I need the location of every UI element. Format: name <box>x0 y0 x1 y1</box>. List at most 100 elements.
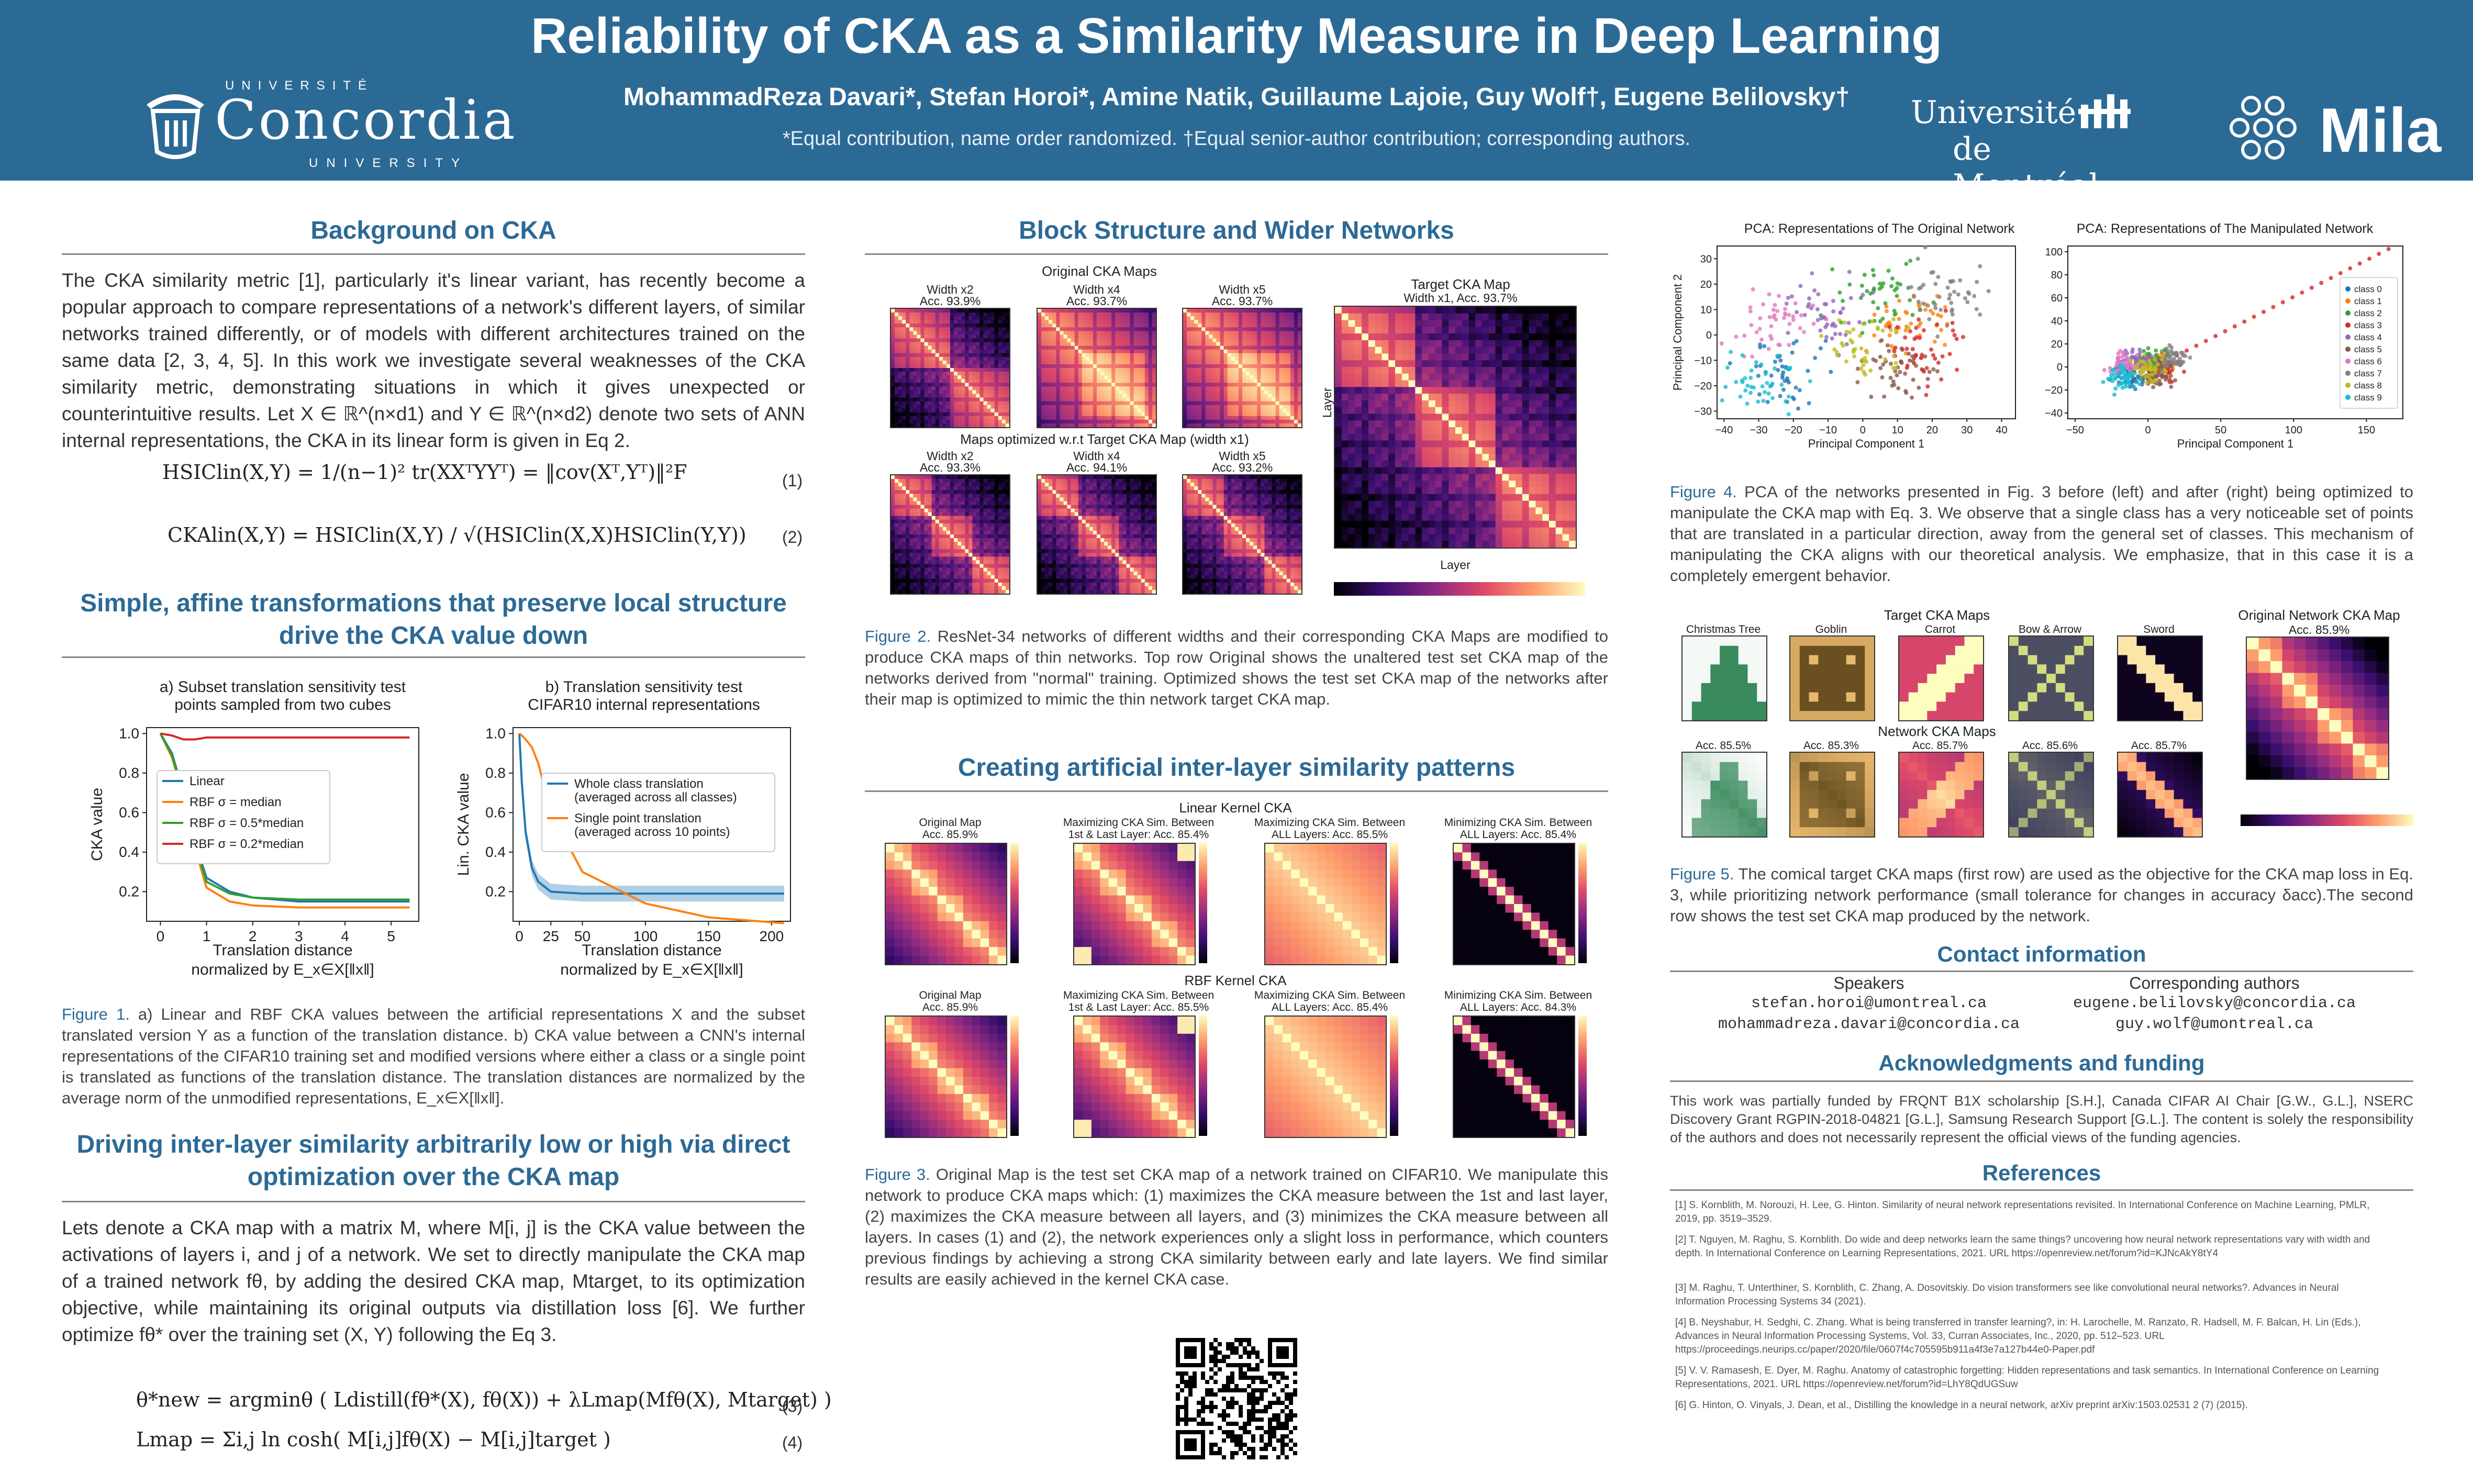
data-point <box>1956 292 1960 297</box>
data-point <box>1891 317 1896 321</box>
x-tick-label: 50 <box>574 928 591 944</box>
data-point <box>2167 343 2172 348</box>
y-tick-label: −10 <box>1694 355 1712 366</box>
figure-2-label: Figure 2. <box>865 627 931 645</box>
data-point <box>1881 281 1886 286</box>
corresponding-email-2[interactable]: guy.wolf@umontreal.ca <box>2115 1016 2314 1033</box>
data-point <box>1793 301 1798 306</box>
heatmap-image <box>2009 637 2093 720</box>
heatmap-image <box>1454 1017 1574 1137</box>
legend-label: class 8 <box>2354 381 2382 390</box>
speaker-email-1[interactable]: stefan.horoi@umontreal.ca <box>1751 995 1987 1012</box>
heatmap-image <box>1265 844 1386 964</box>
map-label-title: Maximizing CKA Sim. Between <box>1063 989 1215 1001</box>
corresponding-label: Corresponding authors <box>2129 974 2300 992</box>
data-point <box>1848 338 1853 343</box>
original-cka-map <box>1037 308 1157 428</box>
corresponding-email-1[interactable]: eugene.belilovsky@concordia.ca <box>2073 995 2356 1012</box>
x-tick-label: 50 <box>2215 425 2226 436</box>
data-point <box>1837 318 1842 322</box>
data-point <box>2132 384 2136 389</box>
data-point <box>1723 385 1728 389</box>
data-point <box>2153 374 2157 379</box>
heatmap-image <box>2247 638 2388 779</box>
data-point <box>1745 383 1750 388</box>
reference-item: [1] S. Kornblith, M. Norouzi, H. Lee, G.… <box>1675 1200 2370 1224</box>
data-point <box>2252 315 2256 319</box>
data-point <box>1812 288 1817 293</box>
data-point <box>1967 292 1971 296</box>
pca-right-xlabel: Principal Component 1 <box>2177 437 2294 450</box>
data-point <box>1939 377 1944 382</box>
equation-3: θ*new = argminθ ( Ldistill(fθ*(X), fθ(X)… <box>136 1388 832 1411</box>
data-point <box>1891 354 1896 359</box>
x-tick-label: 4 <box>341 928 349 944</box>
data-point <box>1914 335 1919 340</box>
data-point <box>1777 294 1781 298</box>
x-tick-label: 25 <box>543 928 559 944</box>
y-tick-label: 30 <box>1700 253 1712 265</box>
data-point <box>1861 363 1866 367</box>
data-point <box>1878 366 1883 371</box>
data-point <box>2129 359 2133 363</box>
data-point <box>2173 378 2178 383</box>
data-point <box>1861 293 1865 297</box>
data-point <box>1947 352 1952 356</box>
section-rule <box>62 1201 805 1202</box>
colorbar <box>1010 1016 1019 1136</box>
heatmap-image <box>1899 753 1983 836</box>
optimized-maps-title: Maps optimized w.r.t Target CKA Map (wid… <box>960 431 1249 447</box>
data-point <box>1903 371 1908 376</box>
data-point <box>2164 346 2169 351</box>
data-point <box>1925 303 1930 308</box>
data-point <box>2152 367 2157 372</box>
data-point <box>1784 366 1788 371</box>
data-point <box>2135 366 2140 371</box>
data-point <box>2159 349 2164 354</box>
data-point <box>1879 338 1884 343</box>
data-point <box>2169 368 2174 373</box>
data-point <box>1918 336 1922 340</box>
data-point <box>1810 271 1814 276</box>
qr-code[interactable] <box>1176 1338 1297 1459</box>
block-structure-heading: Block Structure and Wider Networks <box>1019 217 1454 244</box>
data-point <box>2290 295 2295 300</box>
data-point <box>1954 337 1959 341</box>
colorbar <box>1010 843 1019 963</box>
data-point <box>1876 306 1880 310</box>
target-map-name: Carrot <box>1924 623 1956 635</box>
optimized-cka-map <box>1182 474 1302 595</box>
data-point <box>2110 367 2115 372</box>
data-point <box>2348 266 2353 271</box>
data-point <box>2159 373 2164 377</box>
y-tick-label: 20 <box>1700 279 1712 291</box>
data-point <box>1882 357 1887 362</box>
data-point <box>1740 380 1745 384</box>
data-point <box>1861 321 1866 326</box>
data-point <box>1856 366 1861 371</box>
heatmap-image <box>2009 753 2093 836</box>
heatmap-image <box>1265 1017 1386 1137</box>
figure-5-caption-text: The comical target CKA maps (first row) … <box>1670 865 2413 925</box>
data-point <box>2203 339 2208 343</box>
data-point <box>1797 388 1802 393</box>
speaker-email-2[interactable]: mohammadreza.davari@concordia.ca <box>1718 1016 2020 1033</box>
artificial-patterns-heading: Creating artificial inter-layer similari… <box>957 754 1516 782</box>
x-tick-label: 0 <box>1860 425 1866 436</box>
data-point <box>1819 333 1824 338</box>
data-point <box>1806 304 1810 309</box>
optimized-cka-map <box>890 474 1010 595</box>
data-point <box>2120 354 2124 359</box>
fig5-colorbar <box>2241 814 2413 826</box>
colorbar <box>1199 1016 1207 1136</box>
data-point <box>1978 264 1982 269</box>
y-tick-label: 60 <box>2051 293 2063 304</box>
legend-label: class 9 <box>2354 393 2382 403</box>
colorbar <box>1578 843 1587 963</box>
data-point <box>1952 289 1957 294</box>
original-network-map-acc: Acc. 85.9% <box>2288 623 2350 637</box>
speakers-label: Speakers <box>1833 974 1904 992</box>
data-point <box>1911 294 1916 298</box>
data-point <box>1759 362 1764 367</box>
affine-heading: Simple, affine transformations that pres… <box>80 589 787 650</box>
